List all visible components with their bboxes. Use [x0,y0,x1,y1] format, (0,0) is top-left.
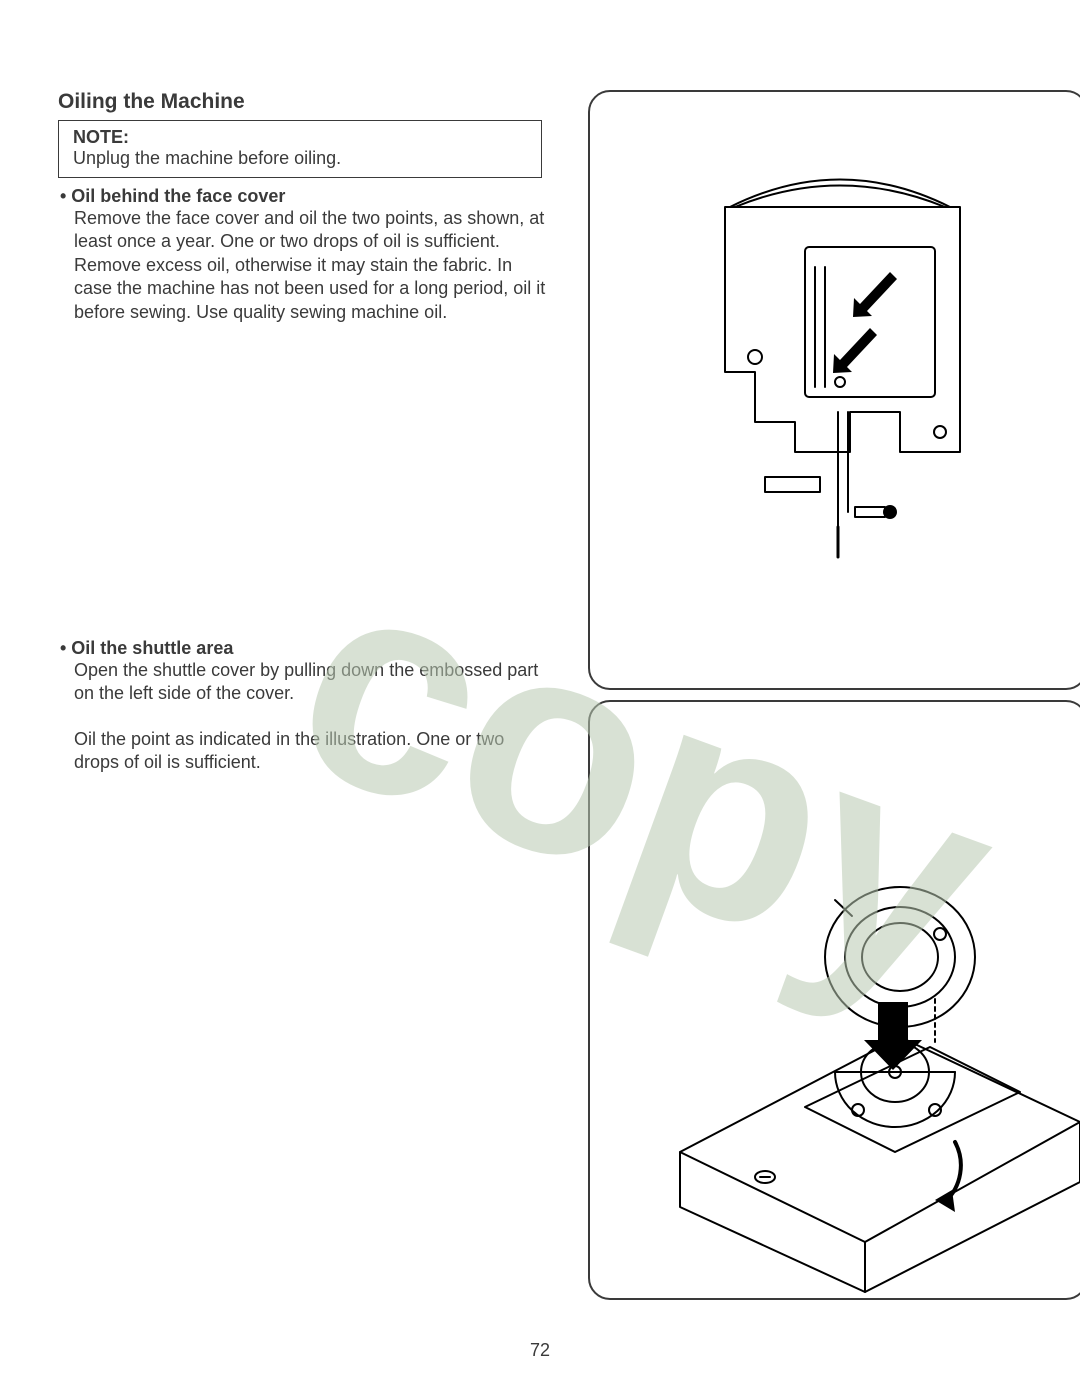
body-face-cover: Remove the face cover and oil the two po… [74,207,554,324]
figure-shuttle [588,700,1080,1300]
bullet-face-cover: • Oil behind the face cover [60,186,558,207]
bullet-shuttle: • Oil the shuttle area [60,638,558,659]
section-face-cover: • Oil behind the face cover Remove the f… [58,186,558,324]
page-number: 72 [0,1340,1080,1361]
body-shuttle-2: Oil the point as indicated in the illust… [74,728,554,775]
note-box: NOTE: Unplug the machine before oiling. [58,120,542,178]
section-shuttle: • Oil the shuttle area Open the shuttle … [58,638,558,775]
diagram-face-cover [590,92,1080,692]
figure-face-cover [588,90,1080,690]
diagram-shuttle [590,702,1080,1302]
note-title: NOTE: [73,127,527,148]
note-body: Unplug the machine before oiling. [73,148,527,169]
body-shuttle-1: Open the shuttle cover by pulling down t… [74,659,554,706]
